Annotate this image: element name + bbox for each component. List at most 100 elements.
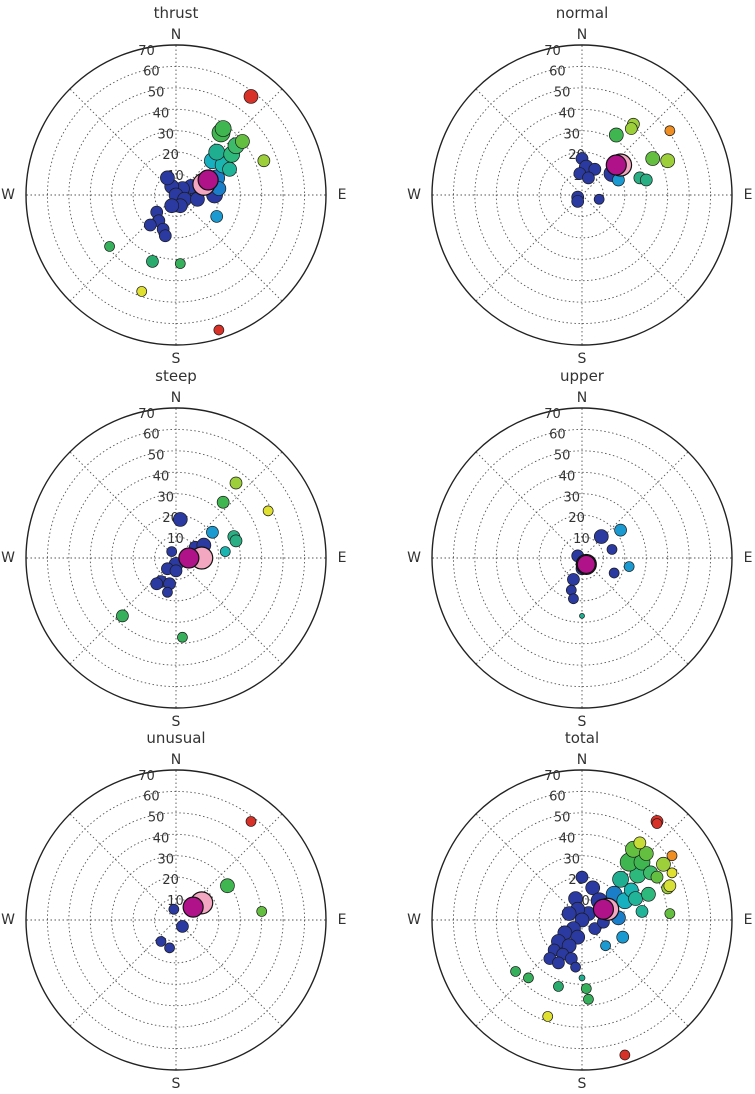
compass-label-w: W xyxy=(407,912,421,928)
data-point xyxy=(104,241,115,252)
radial-tick-label: 60 xyxy=(549,428,566,443)
radial-tick-label: 40 xyxy=(153,106,170,121)
data-point xyxy=(116,609,129,623)
data-point xyxy=(567,573,580,586)
grid-ring xyxy=(495,108,669,282)
polar-panel-total: 10203040506070totalNSEW xyxy=(407,729,752,1092)
radial-tick-label: 10 xyxy=(573,532,590,547)
radial-tick-label: 60 xyxy=(143,65,160,80)
radial-tick-label: 50 xyxy=(554,86,571,101)
grid-ring xyxy=(68,450,284,666)
compass-label-n: N xyxy=(577,390,587,406)
grid-ring xyxy=(474,812,690,1028)
radial-tick-label: 50 xyxy=(148,86,165,101)
outer-circle xyxy=(431,407,733,709)
data-point xyxy=(542,1011,554,1022)
data-point xyxy=(214,120,232,137)
data-point xyxy=(614,523,627,537)
outer-circle xyxy=(25,407,327,709)
compass-label-e: E xyxy=(338,912,347,928)
compass-label-w: W xyxy=(407,187,421,203)
compass-label-n: N xyxy=(171,752,181,768)
grid-spoke xyxy=(69,557,177,665)
radial-tick-label: 70 xyxy=(544,769,561,784)
grid-spoke xyxy=(69,88,177,196)
grid-spoke xyxy=(175,194,283,302)
compass-label-n: N xyxy=(577,752,587,768)
data-point xyxy=(650,870,664,884)
data-point xyxy=(663,879,677,893)
data-point xyxy=(641,886,656,902)
grid-spoke xyxy=(175,919,283,1027)
mean-marker xyxy=(592,898,615,920)
radial-tick-label: 70 xyxy=(544,407,561,422)
radial-tick-label: 20 xyxy=(568,511,585,526)
grid-spoke xyxy=(581,557,689,665)
grid-ring xyxy=(538,514,626,602)
compass-label-s: S xyxy=(172,1076,181,1092)
data-point xyxy=(245,816,257,827)
outer-circle xyxy=(25,44,327,346)
outer-circle xyxy=(431,769,733,1071)
radial-tick-label: 30 xyxy=(158,852,175,867)
data-point xyxy=(155,936,167,947)
data-point xyxy=(174,258,186,269)
data-point xyxy=(158,229,172,243)
compass-label-e: E xyxy=(744,550,753,566)
data-point xyxy=(553,981,564,992)
data-point xyxy=(612,870,629,888)
radial-tick-label: 40 xyxy=(559,106,576,121)
radial-tick-label: 40 xyxy=(153,831,170,846)
data-point xyxy=(208,143,226,161)
compass-label-s: S xyxy=(578,351,587,367)
mean-marker xyxy=(605,154,627,176)
grid-ring xyxy=(474,87,690,303)
data-point xyxy=(639,173,653,187)
polar-panel-normal: 10203040506070normalNSEW xyxy=(407,4,752,367)
data-point xyxy=(619,1049,631,1061)
data-point xyxy=(166,546,178,557)
data-point xyxy=(624,122,638,135)
data-point xyxy=(136,286,148,297)
grid-spoke xyxy=(581,919,689,1027)
data-point xyxy=(578,974,586,982)
radial-tick-label: 30 xyxy=(564,490,581,505)
data-point xyxy=(588,922,602,935)
data-point xyxy=(568,593,579,605)
compass-label-n: N xyxy=(577,27,587,43)
grid-spoke xyxy=(175,88,283,196)
panel-title: total xyxy=(565,729,599,747)
data-point xyxy=(623,561,635,572)
data-point xyxy=(176,920,189,933)
grid-ring xyxy=(132,514,220,602)
radial-tick-label: 50 xyxy=(148,449,165,464)
data-point xyxy=(585,880,601,896)
data-point xyxy=(219,546,231,557)
data-point xyxy=(220,878,235,894)
compass-label-w: W xyxy=(1,187,15,203)
compass-label-e: E xyxy=(338,550,347,566)
radial-tick-label: 20 xyxy=(162,148,179,163)
compass-label-e: E xyxy=(338,187,347,203)
grid-ring xyxy=(538,151,626,239)
data-point xyxy=(510,966,521,977)
grid-ring xyxy=(89,108,263,282)
radial-tick-label: 20 xyxy=(162,873,179,888)
panel-title: steep xyxy=(155,367,197,385)
panel-title: unusual xyxy=(146,729,205,747)
data-point xyxy=(608,567,620,579)
grid-spoke xyxy=(69,813,177,921)
outer-circle xyxy=(431,44,733,346)
grid-ring xyxy=(474,450,690,666)
radial-tick-label: 50 xyxy=(554,449,571,464)
radial-tick-label: 30 xyxy=(564,127,581,142)
compass-label-n: N xyxy=(171,27,181,43)
radial-tick-label: 60 xyxy=(549,65,566,80)
grid-ring xyxy=(68,812,284,1028)
grid-spoke xyxy=(581,88,689,196)
data-point xyxy=(206,525,219,539)
grid-ring xyxy=(132,876,220,964)
radial-tick-label: 70 xyxy=(544,44,561,59)
grid-spoke xyxy=(475,557,583,665)
